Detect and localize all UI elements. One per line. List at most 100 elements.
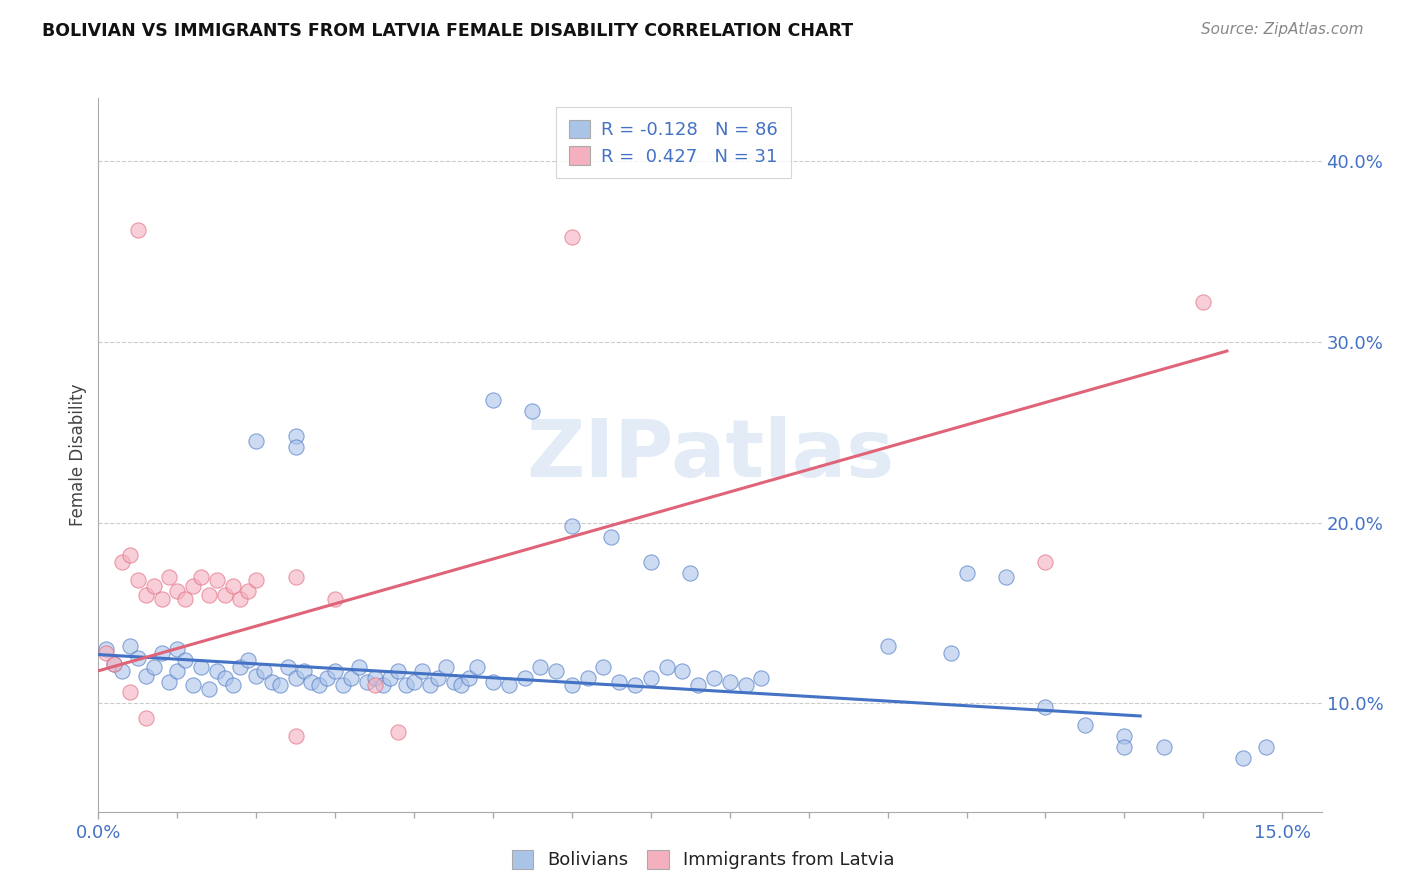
Point bbox=[292, 664, 315, 678]
Point bbox=[340, 671, 363, 685]
Point bbox=[284, 570, 307, 584]
Point bbox=[166, 642, 188, 657]
Point bbox=[1035, 556, 1057, 570]
Point bbox=[1256, 739, 1278, 754]
Point bbox=[284, 429, 307, 443]
Point bbox=[135, 588, 157, 602]
Point bbox=[205, 664, 228, 678]
Legend: R = -0.128   N = 86, R =  0.427   N = 31: R = -0.128 N = 86, R = 0.427 N = 31 bbox=[555, 107, 790, 178]
Point bbox=[127, 574, 149, 588]
Point bbox=[238, 653, 260, 667]
Point bbox=[1035, 700, 1057, 714]
Point bbox=[96, 642, 118, 657]
Point bbox=[371, 678, 394, 692]
Point bbox=[450, 678, 472, 692]
Point bbox=[1153, 739, 1175, 754]
Point bbox=[323, 591, 346, 606]
Point bbox=[561, 230, 583, 244]
Point bbox=[600, 530, 623, 544]
Point bbox=[245, 574, 267, 588]
Point bbox=[607, 674, 630, 689]
Point bbox=[284, 671, 307, 685]
Point bbox=[332, 678, 354, 692]
Point bbox=[127, 223, 149, 237]
Point bbox=[118, 548, 141, 562]
Point bbox=[395, 678, 418, 692]
Point bbox=[561, 678, 583, 692]
Point bbox=[142, 660, 165, 674]
Point bbox=[316, 671, 339, 685]
Point bbox=[118, 639, 141, 653]
Point bbox=[522, 403, 544, 417]
Point bbox=[308, 678, 330, 692]
Point bbox=[498, 678, 520, 692]
Text: ZIPatlas: ZIPatlas bbox=[526, 416, 894, 494]
Point bbox=[876, 639, 898, 653]
Point bbox=[419, 678, 441, 692]
Point bbox=[214, 671, 236, 685]
Point bbox=[150, 646, 173, 660]
Point bbox=[679, 566, 702, 581]
Point bbox=[205, 574, 228, 588]
Point bbox=[238, 584, 260, 599]
Point bbox=[404, 674, 426, 689]
Point bbox=[142, 579, 165, 593]
Point bbox=[190, 660, 212, 674]
Point bbox=[426, 671, 449, 685]
Point bbox=[159, 674, 181, 689]
Point bbox=[1114, 739, 1136, 754]
Point bbox=[640, 556, 662, 570]
Point bbox=[269, 678, 291, 692]
Point bbox=[1114, 729, 1136, 743]
Point bbox=[434, 660, 457, 674]
Point bbox=[127, 651, 149, 665]
Point bbox=[174, 591, 197, 606]
Point bbox=[561, 519, 583, 533]
Point bbox=[387, 664, 409, 678]
Point bbox=[284, 729, 307, 743]
Point bbox=[411, 664, 433, 678]
Point bbox=[103, 657, 125, 671]
Point bbox=[576, 671, 599, 685]
Point bbox=[380, 671, 402, 685]
Point bbox=[592, 660, 614, 674]
Point bbox=[245, 434, 267, 449]
Point bbox=[347, 660, 370, 674]
Point bbox=[284, 440, 307, 454]
Point bbox=[513, 671, 536, 685]
Point bbox=[688, 678, 710, 692]
Point bbox=[150, 591, 173, 606]
Point bbox=[1074, 718, 1097, 732]
Point bbox=[111, 664, 134, 678]
Point bbox=[363, 671, 385, 685]
Point bbox=[465, 660, 488, 674]
Point bbox=[96, 646, 118, 660]
Point bbox=[624, 678, 647, 692]
Point bbox=[323, 664, 346, 678]
Legend: Bolivians, Immigrants from Latvia: Bolivians, Immigrants from Latvia bbox=[502, 841, 904, 879]
Text: BOLIVIAN VS IMMIGRANTS FROM LATVIA FEMALE DISABILITY CORRELATION CHART: BOLIVIAN VS IMMIGRANTS FROM LATVIA FEMAL… bbox=[42, 22, 853, 40]
Y-axis label: Female Disability: Female Disability bbox=[69, 384, 87, 526]
Point bbox=[190, 570, 212, 584]
Point bbox=[529, 660, 551, 674]
Point bbox=[655, 660, 678, 674]
Point bbox=[749, 671, 772, 685]
Point bbox=[198, 588, 221, 602]
Point bbox=[387, 725, 409, 739]
Point bbox=[363, 678, 385, 692]
Point bbox=[546, 664, 568, 678]
Point bbox=[174, 653, 197, 667]
Point bbox=[718, 674, 741, 689]
Point bbox=[229, 660, 252, 674]
Point bbox=[955, 566, 977, 581]
Point bbox=[181, 579, 204, 593]
Point bbox=[356, 674, 378, 689]
Point bbox=[221, 678, 243, 692]
Point bbox=[198, 681, 221, 696]
Point bbox=[181, 678, 204, 692]
Point bbox=[939, 646, 962, 660]
Point bbox=[103, 657, 125, 671]
Point bbox=[159, 570, 181, 584]
Point bbox=[221, 579, 243, 593]
Point bbox=[135, 669, 157, 683]
